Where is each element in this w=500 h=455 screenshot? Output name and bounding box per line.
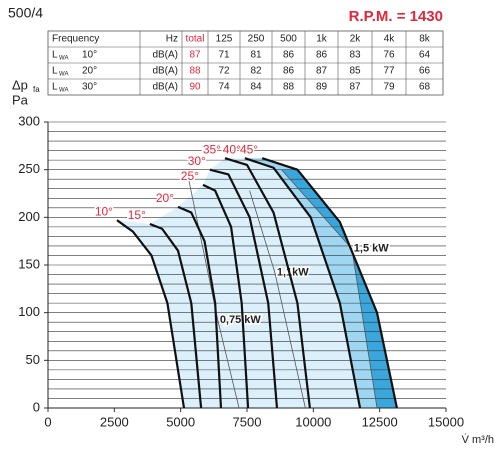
- row-unit: dB(A): [152, 82, 178, 93]
- row-band: 81: [250, 50, 262, 61]
- row-band: 84: [250, 82, 262, 93]
- row-band: 83: [349, 50, 361, 61]
- angle-label: 15°: [128, 208, 146, 222]
- curve: [209, 168, 279, 409]
- row-band: 86: [316, 50, 328, 61]
- high-band: [244, 158, 397, 408]
- curve: [149, 222, 203, 409]
- model: 500/4: [8, 5, 43, 21]
- row-band: 68: [419, 82, 431, 93]
- row-label-sub: WA: [59, 88, 68, 94]
- angle-label: 10°: [95, 204, 113, 218]
- angle-label: 45°: [240, 142, 258, 156]
- x-tick-label: 15000: [428, 414, 464, 429]
- column-header: 8k: [419, 34, 431, 45]
- row-label: L: [52, 82, 58, 93]
- x-tick-label: 5000: [166, 414, 195, 429]
- row-band: 79: [383, 82, 395, 93]
- power-line: [249, 190, 306, 409]
- column-header: 4k: [384, 34, 396, 45]
- row-band: 64: [419, 50, 431, 61]
- row-total: 90: [189, 82, 201, 93]
- row-band: 87: [316, 66, 328, 77]
- row-band: 74: [218, 82, 230, 93]
- row-label-sub: WA: [59, 56, 68, 62]
- row-unit: dB(A): [152, 66, 178, 77]
- y-label: Δp: [12, 77, 28, 92]
- y-tick-label: 100: [18, 304, 40, 319]
- row-band: 86: [283, 50, 295, 61]
- y-label-sub: fa: [33, 85, 40, 94]
- x-tick-label: 0: [44, 414, 51, 429]
- row-band: 89: [316, 82, 328, 93]
- curve: [177, 205, 223, 409]
- row-label-sub: WA: [59, 72, 68, 78]
- y-label-unit: Pa: [12, 92, 29, 107]
- angle-label: 25°: [181, 169, 199, 183]
- x-tick-label: 12500: [362, 414, 398, 429]
- row-band: 71: [218, 50, 230, 61]
- row-unit: dB(A): [152, 50, 178, 61]
- x-tick-label: 2500: [100, 414, 129, 429]
- power-label: 1,5 kW: [354, 243, 389, 255]
- row-angle: 20°: [82, 66, 97, 77]
- power-label: 0,75 kW: [220, 314, 262, 326]
- row-band: 85: [349, 66, 361, 77]
- rpm: R.P.M. = 1430: [349, 8, 443, 25]
- row-band: 72: [218, 66, 230, 77]
- column-header: total: [186, 34, 205, 45]
- y-tick-label: 250: [18, 161, 40, 176]
- column-header: 250: [248, 34, 265, 45]
- angle-label: 30°: [188, 154, 206, 168]
- column-header: 1k: [316, 34, 328, 45]
- spectrum-table: Frequency Hz total 125 250 500 1k 2k 4k 8kL WA 10° d…: [47, 30, 444, 96]
- curve: [261, 157, 398, 409]
- x-label: V̇ m³/h: [462, 433, 494, 446]
- column-header: Frequency: [52, 34, 99, 45]
- y-tick-label: 50: [26, 352, 40, 367]
- curve: [116, 219, 186, 409]
- row-band: 86: [283, 66, 295, 77]
- column-header: 500: [280, 34, 297, 45]
- curve: [224, 157, 311, 409]
- power-label: 1,1kW: [277, 267, 309, 279]
- peak-band: [281, 169, 397, 408]
- row-band: 87: [349, 82, 361, 93]
- y-tick-label: 0: [33, 399, 40, 414]
- y-tick-label: 300: [18, 113, 40, 128]
- column-header: 125: [216, 34, 233, 45]
- row-angle: 30°: [82, 82, 97, 93]
- plot: 0 50 100 150 200 250 300 0 2500 5000 7500 10000 1250…: [12, 77, 494, 445]
- column-header: 2k: [350, 34, 362, 45]
- row-label: L: [52, 66, 58, 77]
- x-tick-label: 7500: [233, 414, 262, 429]
- angle-label: 20°: [156, 191, 174, 205]
- row-angle: 10°: [82, 50, 97, 61]
- column-header: Hz: [166, 34, 178, 45]
- row-band: 88: [283, 82, 295, 93]
- y-tick-label: 200: [18, 209, 40, 224]
- y-tick-label: 150: [18, 256, 40, 271]
- curve: [244, 157, 362, 409]
- row-total: 88: [189, 66, 201, 77]
- curve: [202, 183, 250, 409]
- row-band: 76: [383, 50, 395, 61]
- row-band: 77: [383, 66, 395, 77]
- x-tick-label: 10000: [295, 414, 331, 429]
- angle-label: 35°: [203, 142, 221, 156]
- angle-label: 40°: [223, 142, 241, 156]
- row-label: L: [52, 50, 58, 61]
- row-total: 87: [189, 50, 201, 61]
- row-band: 82: [250, 66, 262, 77]
- row-band: 66: [419, 66, 431, 77]
